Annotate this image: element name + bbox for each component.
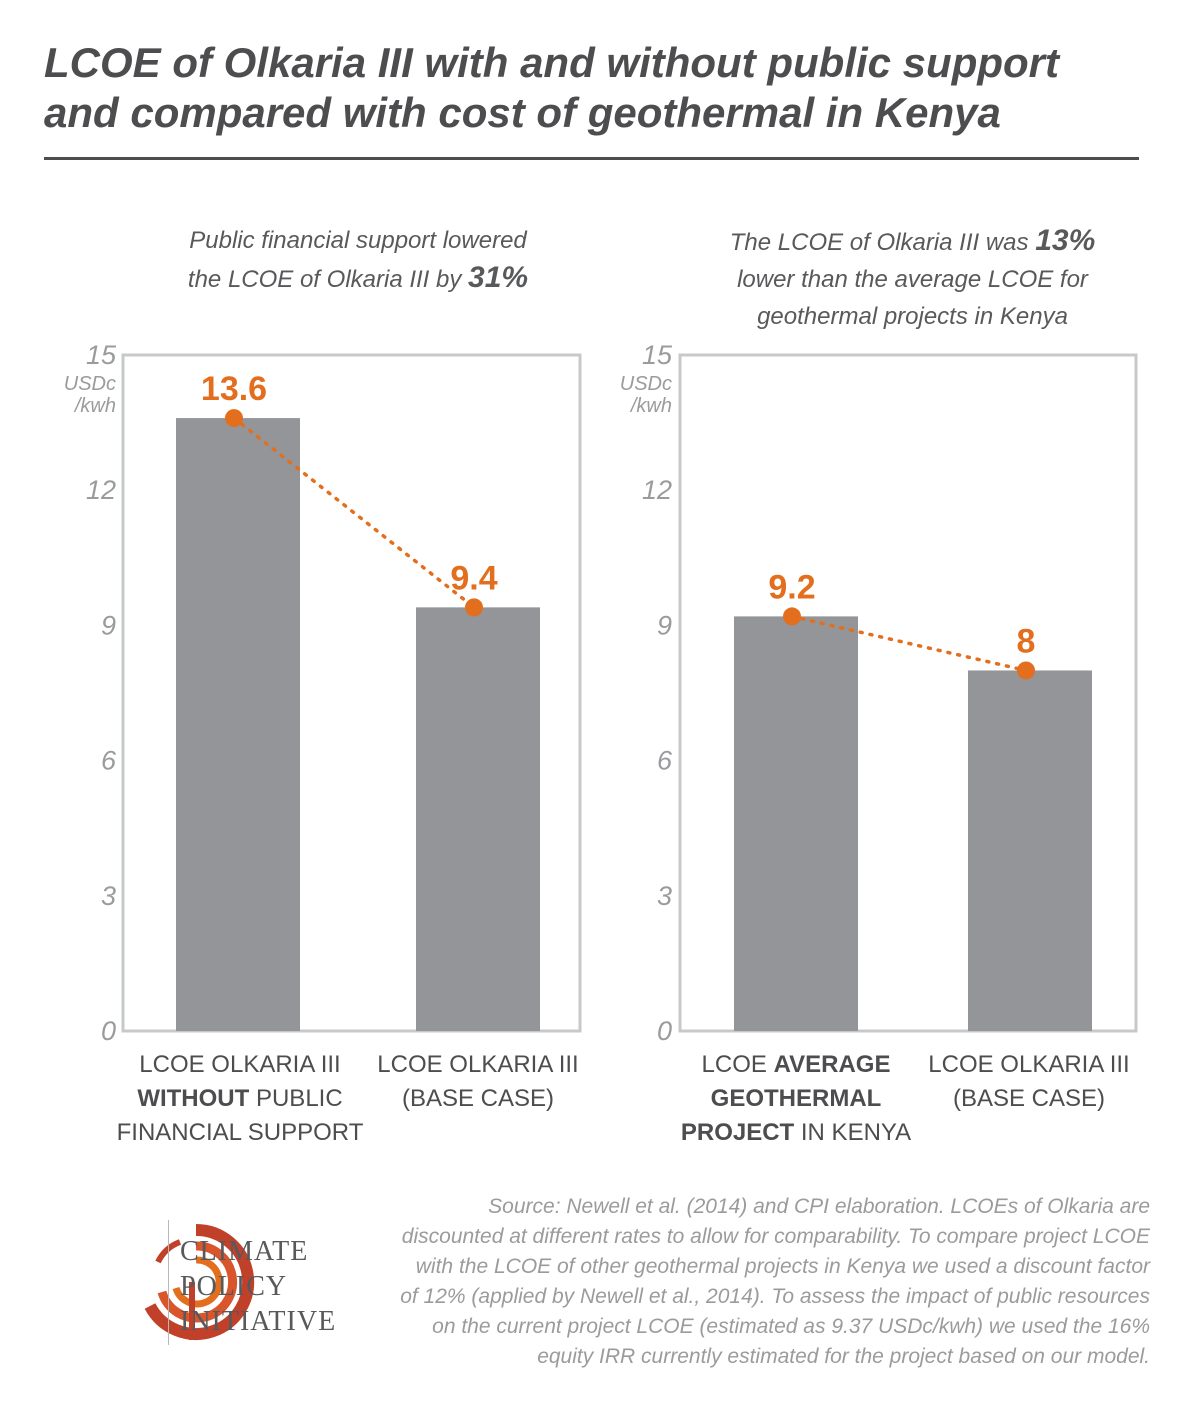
right-chart-frame — [678, 353, 1138, 1033]
right-subtitle-highlight: 13% — [1035, 224, 1096, 257]
right-chart-subtitle: The LCOE of Olkaria III was 13% lower th… — [700, 222, 1125, 335]
right-connector-line — [790, 614, 1028, 673]
left-y-tick-label: 0 — [101, 1016, 116, 1046]
source-note: Source: Newell et al. (2014) and CPI ela… — [400, 1195, 1150, 1368]
left-bar-1 — [176, 418, 300, 1031]
right-value-label-2: 8 — [1017, 622, 1036, 660]
left-chart-subtitle: Public financial support lowered the LCO… — [148, 222, 568, 298]
left-y-tick-label: 6 — [101, 746, 117, 776]
left-subtitle-line-1: Public financial support lowered — [189, 227, 527, 254]
logo-wordmark: CLIMATE POLICY INITIATIVE — [180, 1234, 336, 1339]
left-category-label-1: LCOE OLKARIA III — [139, 1051, 340, 1078]
right-category-label-2: (BASE CASE) — [953, 1085, 1105, 1112]
left-value-label-2: 9.4 — [450, 559, 497, 597]
left-category-label-1: WITHOUT PUBLIC — [137, 1085, 342, 1112]
logo-line-2: POLICY — [180, 1271, 288, 1302]
left-category-label-1: FINANCIAL SUPPORT — [117, 1119, 364, 1146]
logo-line-3: INITIATIVE — [180, 1306, 337, 1337]
left-category-label-2: LCOE OLKARIA III — [377, 1051, 578, 1078]
left-subtitle-highlight: 31% — [468, 261, 529, 294]
right-y-tick-label: 3 — [657, 881, 672, 911]
logo-divider — [168, 1220, 169, 1345]
left-bar-2 — [416, 607, 540, 1031]
cpi-logo-mark-icon — [144, 1223, 255, 1340]
right-subtitle-line-3: geothermal projects in Kenya — [757, 303, 1068, 330]
right-y-tick-label: 9 — [657, 610, 672, 640]
right-bar-2 — [968, 670, 1092, 1031]
left-value-marker-2 — [465, 598, 483, 617]
right-value-label-1: 9.2 — [768, 568, 815, 606]
left-chart-frame — [121, 353, 582, 1033]
left-y-unit-label: /kwh — [73, 395, 116, 417]
left-value-label-1: 13.6 — [201, 370, 267, 408]
right-value-marker-1 — [783, 607, 801, 626]
right-y-tick-label: 0 — [657, 1016, 672, 1046]
left-y-tick-label: 3 — [101, 881, 116, 911]
right-category-label-1: GEOTHERMAL — [711, 1085, 882, 1112]
right-value-marker-2 — [1017, 661, 1035, 680]
left-category-label-2: (BASE CASE) — [402, 1085, 554, 1112]
page-title: LCOE of Olkaria III with and without pub… — [44, 39, 1059, 136]
right-y-tick-label: 6 — [657, 746, 673, 776]
left-y-tick-label: 15 — [86, 340, 117, 370]
left-value-marker-1 — [225, 409, 243, 428]
right-category-label-1: LCOE AVERAGE — [702, 1051, 891, 1078]
right-y-unit-label: USDc — [620, 373, 672, 395]
right-category-label-1: PROJECT IN KENYA — [681, 1119, 911, 1146]
left-y-unit-label: USDc — [64, 373, 116, 395]
right-subtitle-line-1: The LCOE of Olkaria III was — [729, 229, 1029, 256]
left-subtitle-line-2: the LCOE of Olkaria III by — [187, 266, 462, 293]
right-bar-1 — [734, 616, 858, 1031]
right-y-tick-label: 12 — [642, 475, 672, 505]
left-y-tick-label: 12 — [86, 475, 116, 505]
climate-policy-initiative-logo — [144, 1223, 255, 1340]
left-y-tick-label: 9 — [101, 610, 116, 640]
right-category-label-2: LCOE OLKARIA III — [928, 1051, 1129, 1078]
left-connector-line — [232, 416, 476, 610]
right-subtitle-line-2: lower than the average LCOE for — [737, 266, 1088, 293]
bar-charts: 0 3 6 9 12 15 USDc/kwh 13.6 9.4 LCOE OLKARIA III W… — [64, 340, 1138, 1146]
logo-line-1: CLIMATE — [180, 1236, 309, 1267]
right-y-unit-label: /kwh — [629, 395, 672, 417]
title-rule — [44, 157, 1139, 160]
right-y-tick-label: 15 — [642, 340, 673, 370]
